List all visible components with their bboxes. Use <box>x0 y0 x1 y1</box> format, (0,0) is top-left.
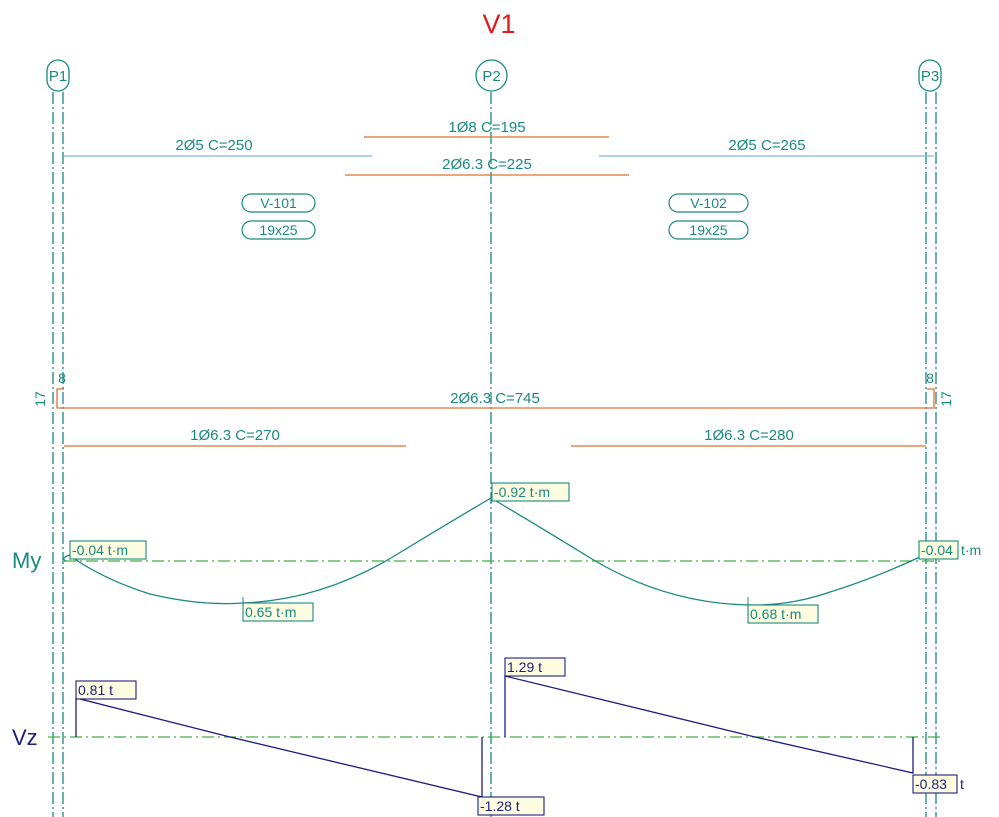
column-label-p2: P2 <box>475 59 508 92</box>
shear-axis-label: Vz <box>12 725 38 750</box>
shear-left-end: -1.28 t <box>480 798 520 814</box>
column-axis-lines <box>52 92 937 817</box>
bottom-bar-left-label: 1Ø6.3 C=270 <box>190 427 280 444</box>
hook-length-right: 8 <box>926 370 934 386</box>
moment-span2: 0.68 t·m <box>750 606 801 622</box>
hook-height-right: 17 <box>938 391 954 407</box>
column-label-p1: P1 <box>46 59 70 92</box>
shear-span2 <box>504 675 914 774</box>
top-bar-left-label: 2Ø5 C=250 <box>175 137 252 154</box>
moment-diagram: My -0.04 t·m 0.65 t·m -0.92 t·m 0.68 t·m… <box>12 482 981 624</box>
moment-label-box-span2 <box>747 604 819 624</box>
top-reinforcement: 2Ø5 C=250 2Ø5 C=265 1Ø8 C=195 2Ø6.3 C=22… <box>64 119 934 176</box>
shear-label-box-right-start <box>504 657 566 677</box>
shear-label-box-right-end <box>912 774 958 794</box>
shear-right-end-unit: t <box>960 776 964 792</box>
moment-curve <box>69 497 923 606</box>
bottom-bar-right-label: 1Ø6.3 C=280 <box>704 427 794 444</box>
column-name: P1 <box>49 68 67 85</box>
bottom-bar-main-line <box>56 388 935 409</box>
beam-section: 19x25 <box>689 222 727 238</box>
beam-name: V-102 <box>690 195 727 211</box>
top-bar-center-upper-label: 1Ø8 C=195 <box>448 119 525 136</box>
shear-span1 <box>75 697 483 798</box>
shear-right-start: 1.29 t <box>507 659 542 675</box>
column-label-p3: P3 <box>918 59 942 92</box>
moment-label-box-span1 <box>242 602 314 622</box>
column-name: P2 <box>482 68 500 85</box>
bottom-reinforcement: 2Ø6.3 C=745 8 8 17 17 1Ø6.3 C=270 1Ø6.3 … <box>32 370 954 447</box>
column-name: P3 <box>921 68 939 85</box>
shear-diagram: Vz 0.81 t -1.28 t 1.29 t -0.83 t <box>12 657 964 816</box>
shear-left-start: 0.81 t <box>78 682 113 698</box>
diagram-title: V1 <box>482 9 515 39</box>
moment-label-box-center <box>491 482 570 502</box>
top-bar-center-lower-label: 2Ø6.3 C=225 <box>442 156 532 173</box>
beam-section: 19x25 <box>259 222 297 238</box>
moment-label-box-left <box>69 540 147 560</box>
beam-label-v101: V-101 19x25 <box>241 193 316 240</box>
moment-label-box-right <box>918 540 959 560</box>
shear-right-end-value: -0.83 <box>915 776 947 792</box>
bottom-bar-main-label: 2Ø6.3 C=745 <box>450 390 540 407</box>
moment-right-support-value: -0.04 <box>921 542 953 558</box>
beam-label-v102: V-102 19x25 <box>668 193 749 240</box>
moment-center-support: -0.92 t·m <box>494 484 550 500</box>
hook-length-left: 8 <box>58 370 66 386</box>
shear-label-box-left-end <box>477 796 545 816</box>
moment-left-support: -0.04 t·m <box>72 542 128 558</box>
hook-height-left: 17 <box>32 391 48 407</box>
beam-name: V-101 <box>260 195 297 211</box>
moment-right-support-unit: t·m <box>961 542 981 558</box>
moment-span1: 0.65 t·m <box>245 604 296 620</box>
top-bar-right-label: 2Ø5 C=265 <box>728 137 805 154</box>
shear-label-box-left-start <box>75 680 137 700</box>
moment-axis-label: My <box>12 548 41 573</box>
